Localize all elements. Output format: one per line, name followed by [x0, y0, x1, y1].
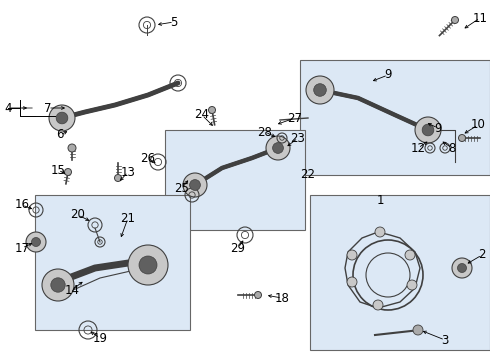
Circle shape: [413, 325, 423, 335]
Circle shape: [347, 277, 357, 287]
Circle shape: [266, 136, 290, 160]
Circle shape: [115, 175, 122, 181]
Text: 5: 5: [171, 15, 178, 28]
Circle shape: [51, 278, 65, 292]
Text: 15: 15: [50, 163, 66, 176]
Circle shape: [405, 250, 415, 260]
Text: 29: 29: [230, 242, 245, 255]
Circle shape: [272, 143, 283, 153]
Text: 16: 16: [15, 198, 29, 211]
Bar: [310, 195, 490, 350]
Circle shape: [56, 112, 68, 124]
Circle shape: [314, 84, 326, 96]
Text: 17: 17: [15, 242, 29, 255]
Text: 1: 1: [376, 194, 384, 207]
Circle shape: [422, 124, 434, 136]
Text: 21: 21: [121, 211, 136, 225]
Bar: [300, 60, 490, 175]
Text: 26: 26: [141, 152, 155, 165]
Text: 8: 8: [448, 141, 456, 154]
Circle shape: [254, 292, 262, 298]
Text: 27: 27: [288, 112, 302, 125]
Text: 12: 12: [411, 141, 425, 154]
Circle shape: [128, 245, 168, 285]
Text: 22: 22: [300, 168, 316, 181]
Text: 19: 19: [93, 332, 107, 345]
Circle shape: [190, 180, 200, 190]
Circle shape: [65, 168, 72, 175]
Text: 25: 25: [174, 181, 190, 194]
Text: 23: 23: [291, 131, 305, 144]
Circle shape: [458, 264, 466, 273]
Text: 9: 9: [384, 68, 392, 81]
Text: 18: 18: [274, 292, 290, 305]
Circle shape: [26, 232, 46, 252]
Text: 14: 14: [65, 284, 79, 297]
Text: 2: 2: [478, 248, 486, 261]
Circle shape: [139, 256, 157, 274]
Circle shape: [407, 280, 417, 290]
Circle shape: [49, 105, 75, 131]
Text: 28: 28: [258, 126, 272, 139]
Circle shape: [209, 107, 216, 113]
Circle shape: [451, 17, 459, 23]
Circle shape: [68, 144, 76, 152]
Bar: [165, 130, 305, 230]
Text: 11: 11: [472, 12, 488, 24]
Text: 7: 7: [44, 102, 52, 114]
Text: 24: 24: [195, 108, 210, 122]
Text: 13: 13: [121, 166, 135, 179]
Circle shape: [306, 76, 334, 104]
Circle shape: [373, 300, 383, 310]
Text: 10: 10: [470, 118, 486, 131]
Bar: [35, 195, 190, 330]
Circle shape: [375, 227, 385, 237]
Text: 9: 9: [434, 122, 442, 135]
Circle shape: [42, 269, 74, 301]
Text: 20: 20: [71, 208, 85, 221]
Text: 6: 6: [56, 129, 64, 141]
Circle shape: [459, 135, 466, 141]
Text: 3: 3: [441, 333, 449, 346]
Circle shape: [31, 238, 41, 247]
Circle shape: [347, 250, 357, 260]
Text: 4: 4: [4, 102, 12, 114]
Circle shape: [452, 258, 472, 278]
Circle shape: [183, 173, 207, 197]
Circle shape: [415, 117, 441, 143]
